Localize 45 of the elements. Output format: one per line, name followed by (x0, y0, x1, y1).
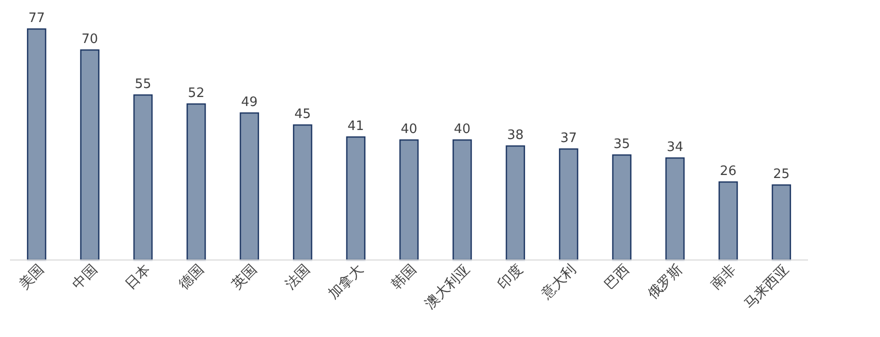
x-tick-label: 马来西亚 (741, 262, 792, 312)
bar (346, 136, 366, 261)
bar (292, 124, 312, 261)
data-label: 52 (188, 86, 204, 101)
bar (452, 139, 472, 261)
bar (26, 28, 46, 261)
bar (506, 145, 526, 261)
data-label: 40 (400, 122, 418, 137)
x-tick-label: 南非 (708, 262, 740, 293)
bar (80, 49, 100, 261)
data-label: 34 (666, 140, 684, 155)
data-label: 45 (294, 107, 311, 122)
x-tick-label: 印度 (495, 262, 526, 293)
bar (718, 181, 738, 261)
bar (133, 94, 153, 261)
data-label: 77 (28, 11, 45, 26)
bar (612, 154, 632, 261)
data-label: 55 (134, 77, 152, 92)
x-tick-label: 中国 (70, 262, 101, 293)
x-tick-label: 巴西 (602, 262, 633, 293)
data-label: 40 (454, 122, 470, 137)
data-label: 38 (507, 128, 524, 143)
bar (186, 103, 206, 261)
x-tick-label: 英国 (229, 262, 260, 293)
data-label: 49 (241, 95, 258, 110)
data-label: 41 (348, 119, 364, 134)
x-tick-label: 美国 (16, 262, 48, 293)
x-tick-label: 澳大利亚 (422, 262, 474, 312)
x-tick-label: 加拿大 (326, 262, 367, 303)
bar (399, 139, 419, 261)
bar (240, 112, 260, 261)
x-tick-label: 韩国 (388, 262, 420, 293)
data-label: 70 (82, 32, 98, 47)
x-tick-label: 德国 (176, 262, 208, 293)
x-tick-label: 法国 (282, 262, 314, 293)
data-label: 37 (560, 131, 577, 146)
x-tick-label: 俄罗斯 (644, 262, 686, 303)
bar (665, 157, 685, 261)
bar (772, 184, 792, 261)
data-label: 25 (773, 167, 790, 182)
data-label: 35 (614, 137, 630, 152)
data-label: 26 (720, 164, 736, 179)
bar (558, 148, 578, 261)
x-tick-label: 日本 (122, 262, 154, 293)
x-tick-label: 意大利 (538, 262, 580, 304)
